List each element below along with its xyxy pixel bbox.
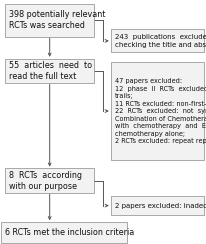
FancyBboxPatch shape (110, 196, 203, 215)
Text: 47 papers excluded:
12  phase  II  RCTs  excluded:  single  arm
trails;
11 RCTs : 47 papers excluded: 12 phase II RCTs exc… (114, 78, 206, 144)
Text: 398 potentially relevant
RCTs was searched: 398 potentially relevant RCTs was search… (9, 10, 105, 30)
Text: 243  publications  excluded  by
checking the title and abstract: 243 publications excluded by checking th… (114, 34, 206, 48)
FancyBboxPatch shape (110, 29, 203, 52)
Text: 55  articles  need  to
read the full text: 55 articles need to read the full text (9, 61, 92, 81)
Text: 6 RCTs met the inclusion criteria: 6 RCTs met the inclusion criteria (5, 228, 134, 237)
FancyBboxPatch shape (5, 168, 94, 193)
FancyBboxPatch shape (5, 59, 94, 83)
FancyBboxPatch shape (1, 222, 127, 243)
FancyBboxPatch shape (110, 62, 203, 160)
FancyBboxPatch shape (5, 4, 94, 37)
Text: 8  RCTs  according
with our purpose: 8 RCTs according with our purpose (9, 171, 82, 191)
Text: 2 papers excluded: inadequate data: 2 papers excluded: inadequate data (114, 203, 206, 209)
